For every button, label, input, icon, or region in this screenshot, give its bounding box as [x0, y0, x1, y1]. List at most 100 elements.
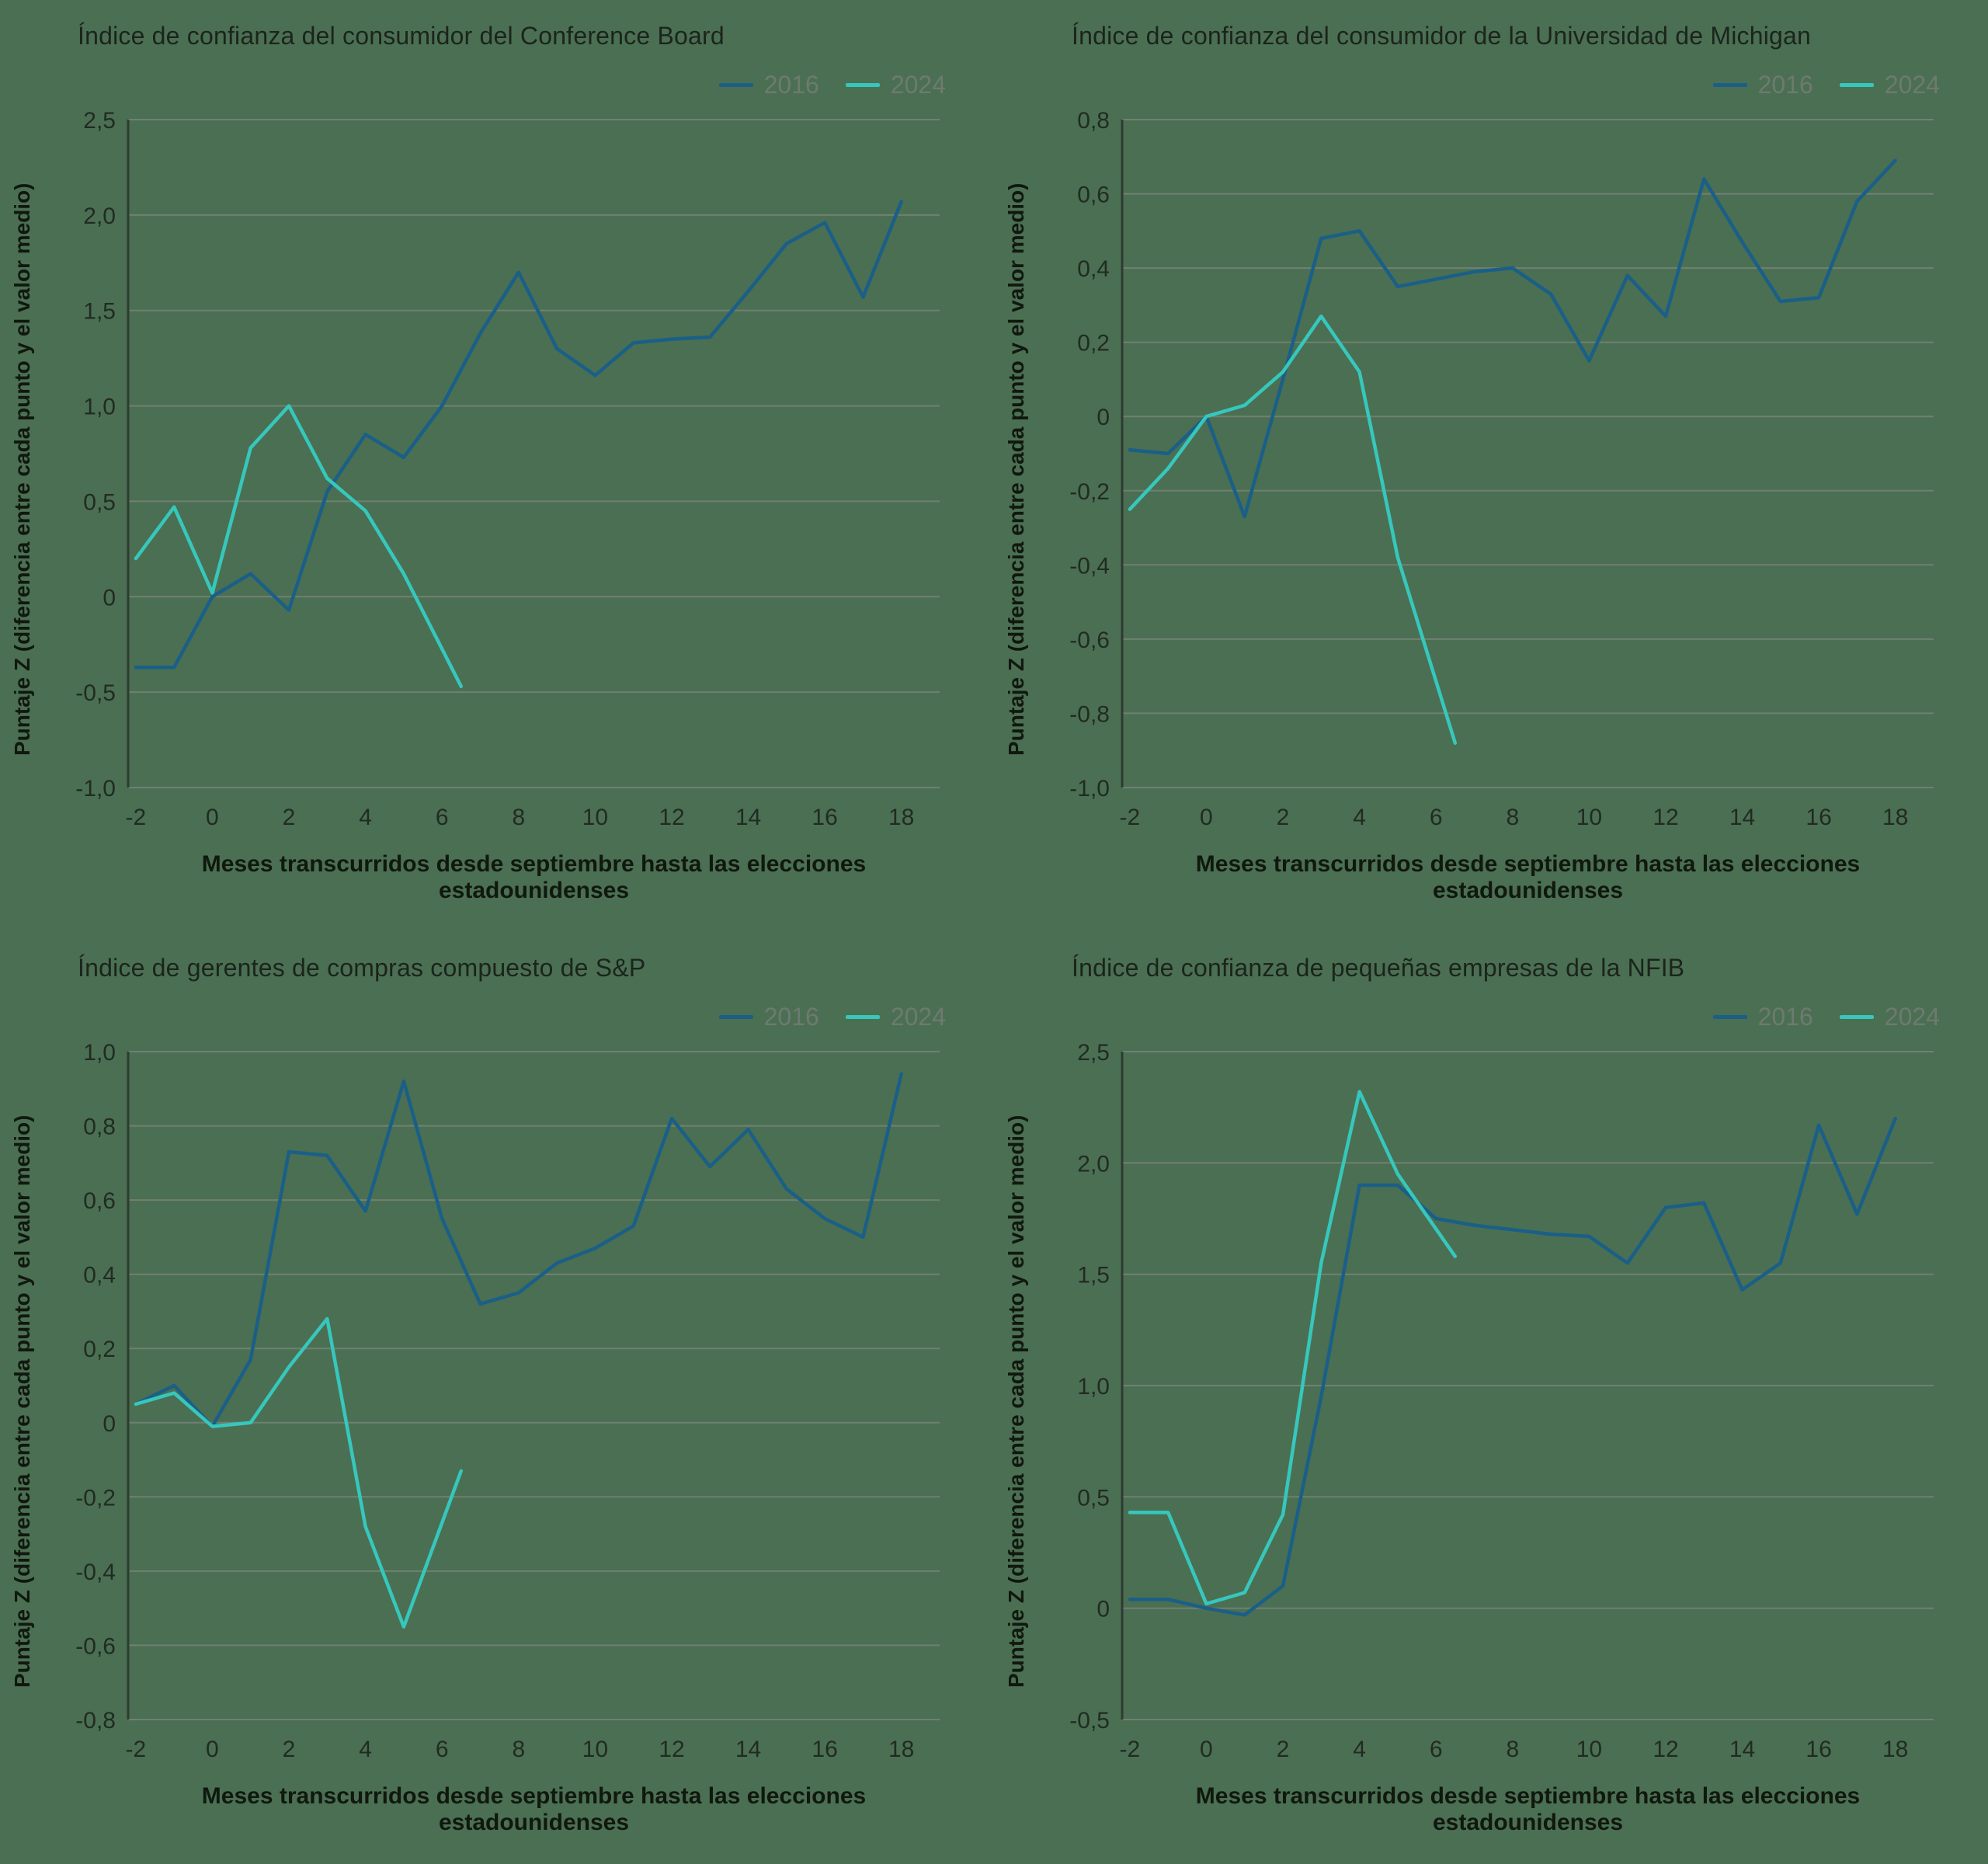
x-tick-label: 2: [1277, 805, 1290, 830]
x-axis-label: Meses transcurridos desde septiembre has…: [201, 1783, 867, 1835]
x-tick-label: -2: [126, 1737, 147, 1762]
legend-label-2016: 2016: [763, 1003, 819, 1031]
chart-panel-nfib: Índice de confianza de pequeñas empresas…: [994, 932, 1988, 1864]
series-line-2016: [134, 200, 903, 669]
series-line-2024: [134, 404, 464, 689]
x-tick-label: 8: [1506, 1737, 1519, 1762]
x-tick-label: 16: [1806, 805, 1831, 830]
y-tick-label: 0: [103, 1411, 116, 1437]
y-tick-label: 0,5: [1077, 1485, 1110, 1511]
x-axis-label: Meses transcurridos desde septiembre has…: [201, 851, 867, 903]
y-tick-label: 0,8: [1077, 108, 1110, 134]
chart-panel-conference-board: Índice de confianza del consumidor del C…: [0, 0, 994, 932]
x-tick-label: 10: [1576, 1737, 1602, 1762]
x-tick-label: 8: [512, 805, 525, 830]
legend-label-2016: 2016: [1757, 1003, 1813, 1031]
y-tick-label: -0,6: [1069, 628, 1110, 653]
chart-title: Índice de confianza del consumidor del C…: [78, 22, 725, 50]
y-tick-label: 0: [1097, 1597, 1110, 1622]
legend-item-2016: 2016: [1712, 71, 1813, 99]
y-tick-label: 0,2: [1077, 331, 1110, 356]
x-tick-label: 2: [283, 805, 296, 830]
x-tick-label: -2: [1120, 805, 1141, 830]
x-tick-label: 18: [888, 805, 914, 830]
x-axis-label: Meses transcurridos desde septiembre has…: [1195, 1783, 1861, 1835]
series-line-2024: [1128, 1090, 1458, 1606]
chart-plot-conference-board: 2,5 2,0 1,5 1,0 0,5 0 -0,5 -1,0 -2 0 2 4 6 8 10 12 14 16 1…: [75, 108, 940, 830]
y-tick-label: 0,4: [83, 1263, 116, 1288]
x-tick-label: 12: [1653, 805, 1678, 830]
chart-title: Índice de confianza de pequeñas empresas…: [1072, 954, 1685, 982]
y-tick-label: -0,4: [75, 1560, 116, 1585]
y-tick-label: 0: [1097, 405, 1110, 430]
y-tick-label: 1,0: [1077, 1374, 1110, 1400]
x-tick-label: 6: [1430, 805, 1443, 830]
chart-header: Índice de gerentes de compras compuesto …: [0, 951, 994, 1036]
series-line-2024: [134, 1316, 464, 1629]
x-tick-label: 2: [283, 1737, 296, 1762]
y-tick-label: -0,6: [75, 1633, 116, 1659]
chart-title: Índice de gerentes de compras compuesto …: [78, 954, 646, 982]
x-tick-label: 4: [1353, 805, 1366, 830]
legend-line-2016-icon: [718, 1015, 753, 1019]
y-tick-label: 1,5: [1077, 1263, 1110, 1288]
x-tick-label: 4: [359, 805, 372, 830]
x-tick-label: 14: [1729, 805, 1755, 830]
x-tick-label: 14: [1729, 1737, 1755, 1762]
y-tick-label: -0,2: [75, 1485, 116, 1511]
y-tick-label: -0,5: [75, 680, 116, 706]
legend-label-2024: 2024: [890, 1003, 946, 1031]
legend-item-2024: 2024: [1839, 71, 1940, 99]
legend-item-2016: 2016: [718, 71, 819, 99]
x-tick-label: 8: [512, 1737, 525, 1762]
legend-item-2024: 2024: [845, 1003, 946, 1031]
series-line-2016: [134, 1072, 903, 1428]
y-tick-label: 0,2: [83, 1337, 116, 1362]
y-tick-label: 2,5: [1077, 1040, 1110, 1066]
x-tick-label: 16: [1806, 1737, 1831, 1762]
y-tick-label: -0,8: [1069, 701, 1110, 727]
y-tick-label: 0,6: [83, 1188, 116, 1214]
legend-label-2016: 2016: [763, 71, 819, 99]
chart-plot-michigan: 0,8 0,6 0,4 0,2 0 -0,2 -0,4 -0,6 -0,8 -1,0 -2 0 2 4 6 8…: [1069, 108, 1934, 830]
x-tick-label: 10: [1576, 805, 1602, 830]
legend-item-2024: 2024: [1839, 1003, 1940, 1031]
x-tick-label: 14: [735, 805, 761, 830]
legend-label-2016: 2016: [1757, 71, 1813, 99]
chart-header: Índice de confianza del consumidor de la…: [994, 19, 1988, 104]
legend-item-2024: 2024: [845, 71, 946, 99]
series-line-2024: [1128, 314, 1458, 745]
series-line-2016: [1128, 1116, 1897, 1617]
legend: 2016 2024: [1712, 1003, 1940, 1031]
x-tick-label: -2: [126, 805, 147, 830]
y-axis-label: Puntaje Z (diferencia entre cada punto y…: [10, 183, 34, 756]
x-tick-label: 0: [1200, 1737, 1213, 1762]
x-tick-label: 14: [735, 1737, 761, 1762]
chart-title: Índice de confianza del consumidor de la…: [1072, 22, 1812, 50]
legend: 2016 2024: [1712, 71, 1940, 99]
y-tick-label: -0,4: [1069, 553, 1110, 579]
x-tick-label: 18: [1882, 805, 1908, 830]
y-tick-label: -1,0: [1069, 776, 1110, 802]
x-tick-label: 16: [812, 1737, 837, 1762]
x-tick-label: 10: [582, 1737, 608, 1762]
y-tick-label: -1,0: [75, 776, 116, 802]
x-tick-label: 10: [582, 805, 608, 830]
y-tick-label: -0,2: [1069, 479, 1110, 505]
legend-label-2024: 2024: [1884, 1003, 1940, 1031]
x-tick-label: 12: [659, 805, 684, 830]
y-axis-label: Puntaje Z (diferencia entre cada punto y…: [10, 1115, 34, 1688]
legend-item-2016: 2016: [1712, 1003, 1813, 1031]
y-axis-label: Puntaje Z (diferencia entre cada punto y…: [1004, 1115, 1028, 1688]
x-tick-label: -2: [1120, 1737, 1141, 1762]
y-tick-label: 0: [103, 585, 116, 610]
x-tick-label: 0: [206, 805, 219, 830]
legend-line-2016-icon: [1712, 1015, 1747, 1019]
legend-line-2016-icon: [718, 83, 753, 87]
legend-line-2024-icon: [845, 83, 880, 87]
chart-header: Índice de confianza del consumidor del C…: [0, 19, 994, 104]
legend: 2016 2024: [718, 1003, 946, 1031]
y-tick-label: 0,4: [1077, 256, 1110, 282]
chart-plot-nfib: 2,5 2,0 1,5 1,0 0,5 0 -0,5 -2 0 2 4 6 8 10 12 14 16 18: [1069, 1040, 1934, 1762]
